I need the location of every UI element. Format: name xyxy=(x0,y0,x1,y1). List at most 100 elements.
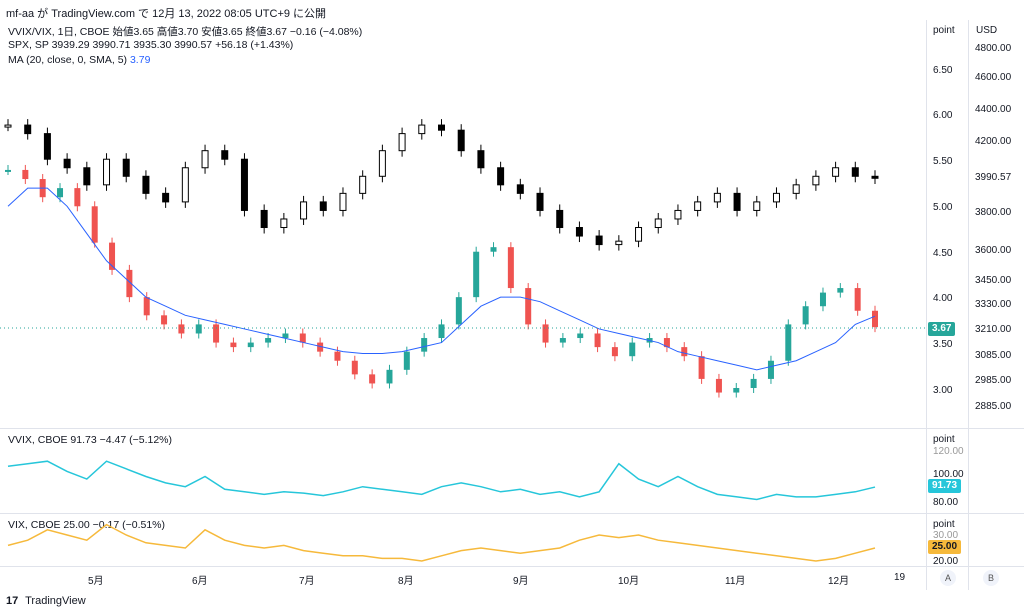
left-tick: 3.50 xyxy=(933,339,953,350)
vix-last-value-tag: 25.00 xyxy=(928,540,962,554)
right-tick: 4800.00 xyxy=(975,43,1012,54)
ratio-candle xyxy=(629,342,636,357)
ratio-candle xyxy=(872,310,878,328)
ratio-candle xyxy=(265,338,272,343)
ma-line xyxy=(7,187,876,371)
ma-legend: MA (20, close, 0, SMA, 5) 3.79 xyxy=(8,54,150,66)
ma-legend-value: 3.79 xyxy=(129,54,151,66)
ratio-candle xyxy=(213,324,220,343)
time-axis-line xyxy=(0,566,1024,567)
ratio-candle xyxy=(733,388,740,393)
pane-divider-1[interactable] xyxy=(0,428,1024,429)
vvix-vix-legend: VVIX/VIX, 1日, CBOE 始値3.65 高値3.70 安値3.65 … xyxy=(8,24,362,39)
spx-candle xyxy=(162,192,170,203)
ratio-candle xyxy=(854,288,861,311)
ma-legend-label: MA (20, close, 0, SMA, 5) xyxy=(8,54,128,66)
spx-candle xyxy=(181,167,189,203)
spx-last-value: 3990.57 xyxy=(975,172,1012,183)
ratio-candle xyxy=(351,360,358,375)
spx-candle xyxy=(516,184,524,194)
spx-candle xyxy=(635,227,643,242)
ratio-candle xyxy=(334,351,341,361)
pane-divider-2[interactable] xyxy=(0,513,1024,514)
left-tick: 3.00 xyxy=(933,385,953,396)
spx-candle xyxy=(103,158,111,186)
spx-candle xyxy=(753,201,761,211)
left-tick: 6.50 xyxy=(933,65,953,76)
left-axis-unit: point xyxy=(933,25,955,36)
right-axis-unit: USD xyxy=(976,25,998,36)
ratio-candle xyxy=(559,338,566,343)
spx-candle xyxy=(280,218,288,229)
ratio-candle xyxy=(230,342,237,348)
spx-legend: SPX, SP 3939.29 3990.71 3935.30 3990.57 … xyxy=(8,39,293,51)
ratio-candle xyxy=(594,333,601,348)
spx-candle xyxy=(772,192,780,203)
spx-candle xyxy=(122,158,130,177)
axis-separator-left xyxy=(926,20,927,590)
spx-candle xyxy=(595,235,603,246)
x-label: 6月 xyxy=(192,576,208,587)
spx-candle xyxy=(201,150,209,169)
right-tick: 3600.00 xyxy=(975,245,1012,256)
ratio-candle xyxy=(403,351,410,370)
ratio-candle xyxy=(386,369,393,384)
spx-candle xyxy=(319,201,327,211)
spx-candle xyxy=(713,192,721,203)
spx-candle xyxy=(4,124,12,128)
spx-candle xyxy=(63,158,71,169)
vix-tick: 30.00 xyxy=(933,530,959,541)
ratio-candle xyxy=(577,333,584,339)
last-value-tag: 3.67 xyxy=(928,322,956,336)
spx-candle xyxy=(378,150,386,177)
spx-candle xyxy=(418,124,426,135)
vvix-legend: VVIX, CBOE 91.73 −4.47 (−5.12%) xyxy=(8,434,173,446)
vvix-line xyxy=(7,460,876,501)
vvix-tick: 120.00 xyxy=(933,446,964,457)
spx-candle xyxy=(536,192,544,211)
right-tick: 4200.00 xyxy=(975,136,1012,147)
left-tick: 6.00 xyxy=(933,110,953,121)
ratio-candle xyxy=(455,297,462,325)
ratio-candle xyxy=(837,288,844,293)
spx-candle xyxy=(300,201,308,220)
ratio-candle xyxy=(785,324,792,361)
ratio-candle xyxy=(299,333,306,343)
ratio-candle xyxy=(490,247,497,252)
ratio-candle xyxy=(507,247,514,289)
spx-candle xyxy=(832,167,840,177)
spx-candle xyxy=(398,133,406,152)
log-scale-button[interactable]: B xyxy=(983,570,999,586)
spx-candle xyxy=(359,175,367,194)
right-tick: 4600.00 xyxy=(975,72,1012,83)
spx-candle xyxy=(83,167,91,186)
ratio-candle xyxy=(750,378,757,388)
spx-candle xyxy=(871,175,879,179)
spx-candle xyxy=(221,150,229,160)
right-tick: 3330.00 xyxy=(975,299,1012,310)
x-label: 9月 xyxy=(513,576,529,587)
x-label: 19 xyxy=(894,572,906,583)
tradingview-logo-icon: 17 xyxy=(6,595,19,607)
axis-separator-right xyxy=(968,20,969,590)
spx-candle xyxy=(477,150,485,169)
vix-line xyxy=(7,523,876,562)
ratio-candle xyxy=(91,206,98,243)
footer-brand[interactable]: 17 TradingView xyxy=(6,595,86,607)
auto-scale-button[interactable]: A xyxy=(940,570,956,586)
ratio-candle xyxy=(421,338,428,352)
x-label: 5月 xyxy=(88,576,104,587)
right-tick: 3085.00 xyxy=(975,350,1012,361)
right-tick: 4400.00 xyxy=(975,104,1012,115)
spx-candle xyxy=(674,209,682,220)
ratio-candle xyxy=(126,269,133,298)
ratio-candle xyxy=(525,288,532,325)
ratio-candle xyxy=(161,315,168,325)
spx-candle xyxy=(43,133,51,160)
ratio-candle xyxy=(438,324,445,339)
left-tick: 5.50 xyxy=(933,156,953,167)
x-label: 7月 xyxy=(299,576,315,587)
publish-header: mf-aa が TradingView.com で 12月 13, 2022 0… xyxy=(6,8,327,20)
ratio-candle xyxy=(767,360,774,379)
